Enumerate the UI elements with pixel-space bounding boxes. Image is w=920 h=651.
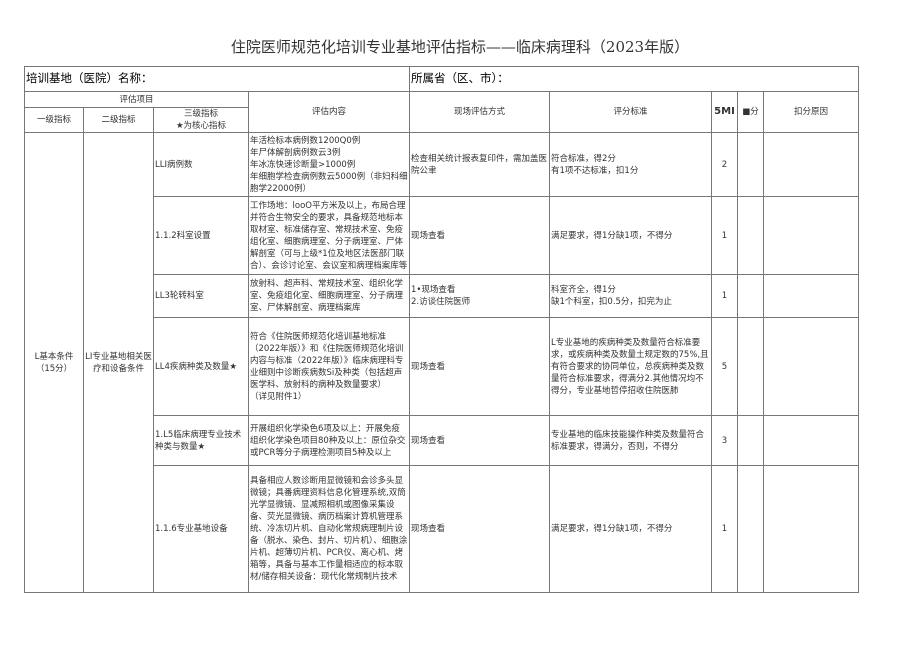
header-standard: 评分标准 [549, 91, 712, 133]
method-cell: 现场查看 [409, 196, 550, 275]
header-full-score: 5MI [711, 91, 738, 133]
method-cell: 检查相关统计报表复印件，需加盖医院公聿 [409, 132, 550, 197]
level3-indicator: LL4疾病种类及数量★ [153, 317, 249, 416]
reason-input-cell[interactable] [762, 317, 860, 416]
evaluation-table: 培训基地（医院）名称： 所属省（区、市）： 评估项目 评估内容 现场评估方式 评… [24, 66, 860, 593]
header-level3: 三级指标 ★为核心指标 [153, 107, 249, 133]
table-row: 1.L5临床病理专业技术种类与数量★ 开展组织化学染色6项及以上：开展免疫组织化学… [25, 415, 860, 466]
standard-cell: 科室齐全，得1分 缺1个科室，扣0.5分，扣完为止 [549, 274, 712, 318]
level3-indicator: LLI病例数 [153, 132, 249, 197]
base-name-label: 培训基地（医院）名称： [24, 66, 410, 92]
header-level2: 二级指标 [83, 107, 154, 133]
content-cell: 工作场地：looO平方米及以上，布局合理并符合生物安全的要求，具备规范地标本取材… [248, 196, 410, 275]
full-score-cell: 5 [711, 317, 738, 416]
score-input-cell[interactable] [737, 196, 764, 275]
province-label: 所属省（区、市）： [408, 66, 860, 92]
header-score: ■分 [737, 91, 764, 133]
header-group: 评估项目 [24, 91, 249, 108]
full-score-cell: 2 [711, 132, 738, 197]
header-method: 现场评估方式 [409, 91, 550, 133]
level3-indicator: 1.1.6专业基地设备 [153, 465, 249, 593]
full-score-cell: 3 [711, 415, 738, 466]
reason-input-cell[interactable] [762, 465, 860, 593]
reason-input-cell[interactable] [762, 196, 860, 275]
content-cell: 年活检标本病例数1200Q0例 年尸体解剖病例数云3例 年冰冻快速诊断量>100… [248, 132, 410, 197]
standard-cell: 符合标准，得2分 有1项不达标准，扣1分 [549, 132, 712, 197]
method-cell: 现场查看 [409, 465, 550, 593]
level3-indicator: 1.L5临床病理专业技术种类与数量★ [153, 415, 249, 466]
score-input-cell[interactable] [737, 274, 764, 318]
standard-cell: 满足要求，得1分缺1项，不得分 [549, 465, 712, 593]
table-row: 1.1.6专业基地设备 具备相应人数诊断用显微镜和会诊多头显微镜；具番病理资料信息… [25, 465, 860, 593]
score-input-cell[interactable] [737, 317, 764, 416]
header-content: 评估内容 [248, 91, 410, 133]
reason-input-cell[interactable] [762, 274, 860, 318]
reason-input-cell[interactable] [762, 132, 860, 197]
full-score-cell: 1 [711, 465, 738, 593]
header-reason: 扣分原因 [762, 91, 860, 133]
header-level1: 一级指标 [24, 107, 84, 133]
score-input-cell[interactable] [737, 465, 764, 593]
method-cell: 1•现场查看 2.访谈住院医师 [409, 274, 550, 318]
standard-cell: 专业基地的临床技能操作种类及数量符合标准要求，得满分，否则，不得分 [549, 415, 712, 466]
level1-indicator: L基本条件 （15分） [24, 132, 84, 593]
score-input-cell[interactable] [737, 415, 764, 466]
reason-input-cell[interactable] [762, 415, 860, 466]
content-cell: 符合《住院医师规范化培训基地标准（2022年版）》和《住院医师规范化培训内容与标… [248, 317, 410, 416]
table-row: LL3轮转科室 放射科、超声科、常规技术室、组织化学室、免疫组化室、细胞病理室、分… [25, 274, 860, 318]
level2-indicator: LI专业基地相关医疗和设备条件 [83, 132, 154, 593]
standard-cell: 满足要求，得1分缺1项，不得分 [549, 196, 712, 275]
table-row: 1.1.2科室设置 工作场地：looO平方米及以上，布局合理并符合生物安全的要求，… [25, 196, 860, 275]
method-cell: 现场查看 [409, 317, 550, 416]
method-cell: 现场查看 [409, 415, 550, 466]
content-cell: 具备相应人数诊断用显微镜和会诊多头显微镜；具番病理资料信息化管理系统,双筒光学显… [248, 465, 410, 593]
level3-indicator: LL3轮转科室 [153, 274, 249, 318]
content-cell: 开展组织化学染色6项及以上：开展免疫组织化学染色项目80种及以上：原位杂交或PC… [248, 415, 410, 466]
standard-cell: L专业基地的疾病种类及数量符合标准要求，或疾病种类及数量土规定数的75%,且有符… [549, 317, 712, 416]
full-score-cell: 1 [711, 196, 738, 275]
document-title: 住院医师规范化培训专业基地评估指标——临床病理科（2023年版） [230, 38, 690, 56]
score-input-cell[interactable] [737, 132, 764, 197]
level3-indicator: 1.1.2科室设置 [153, 196, 249, 275]
table-row: L基本条件 （15分） LI专业基地相关医疗和设备条件 LLI病例数 年活检标本病例数… [24, 132, 860, 593]
full-score-cell: 1 [711, 274, 738, 318]
content-cell: 放射科、超声科、常规技术室、组织化学室、免疫组化室、细胞病理室、分子病理室、尸体… [248, 274, 410, 318]
